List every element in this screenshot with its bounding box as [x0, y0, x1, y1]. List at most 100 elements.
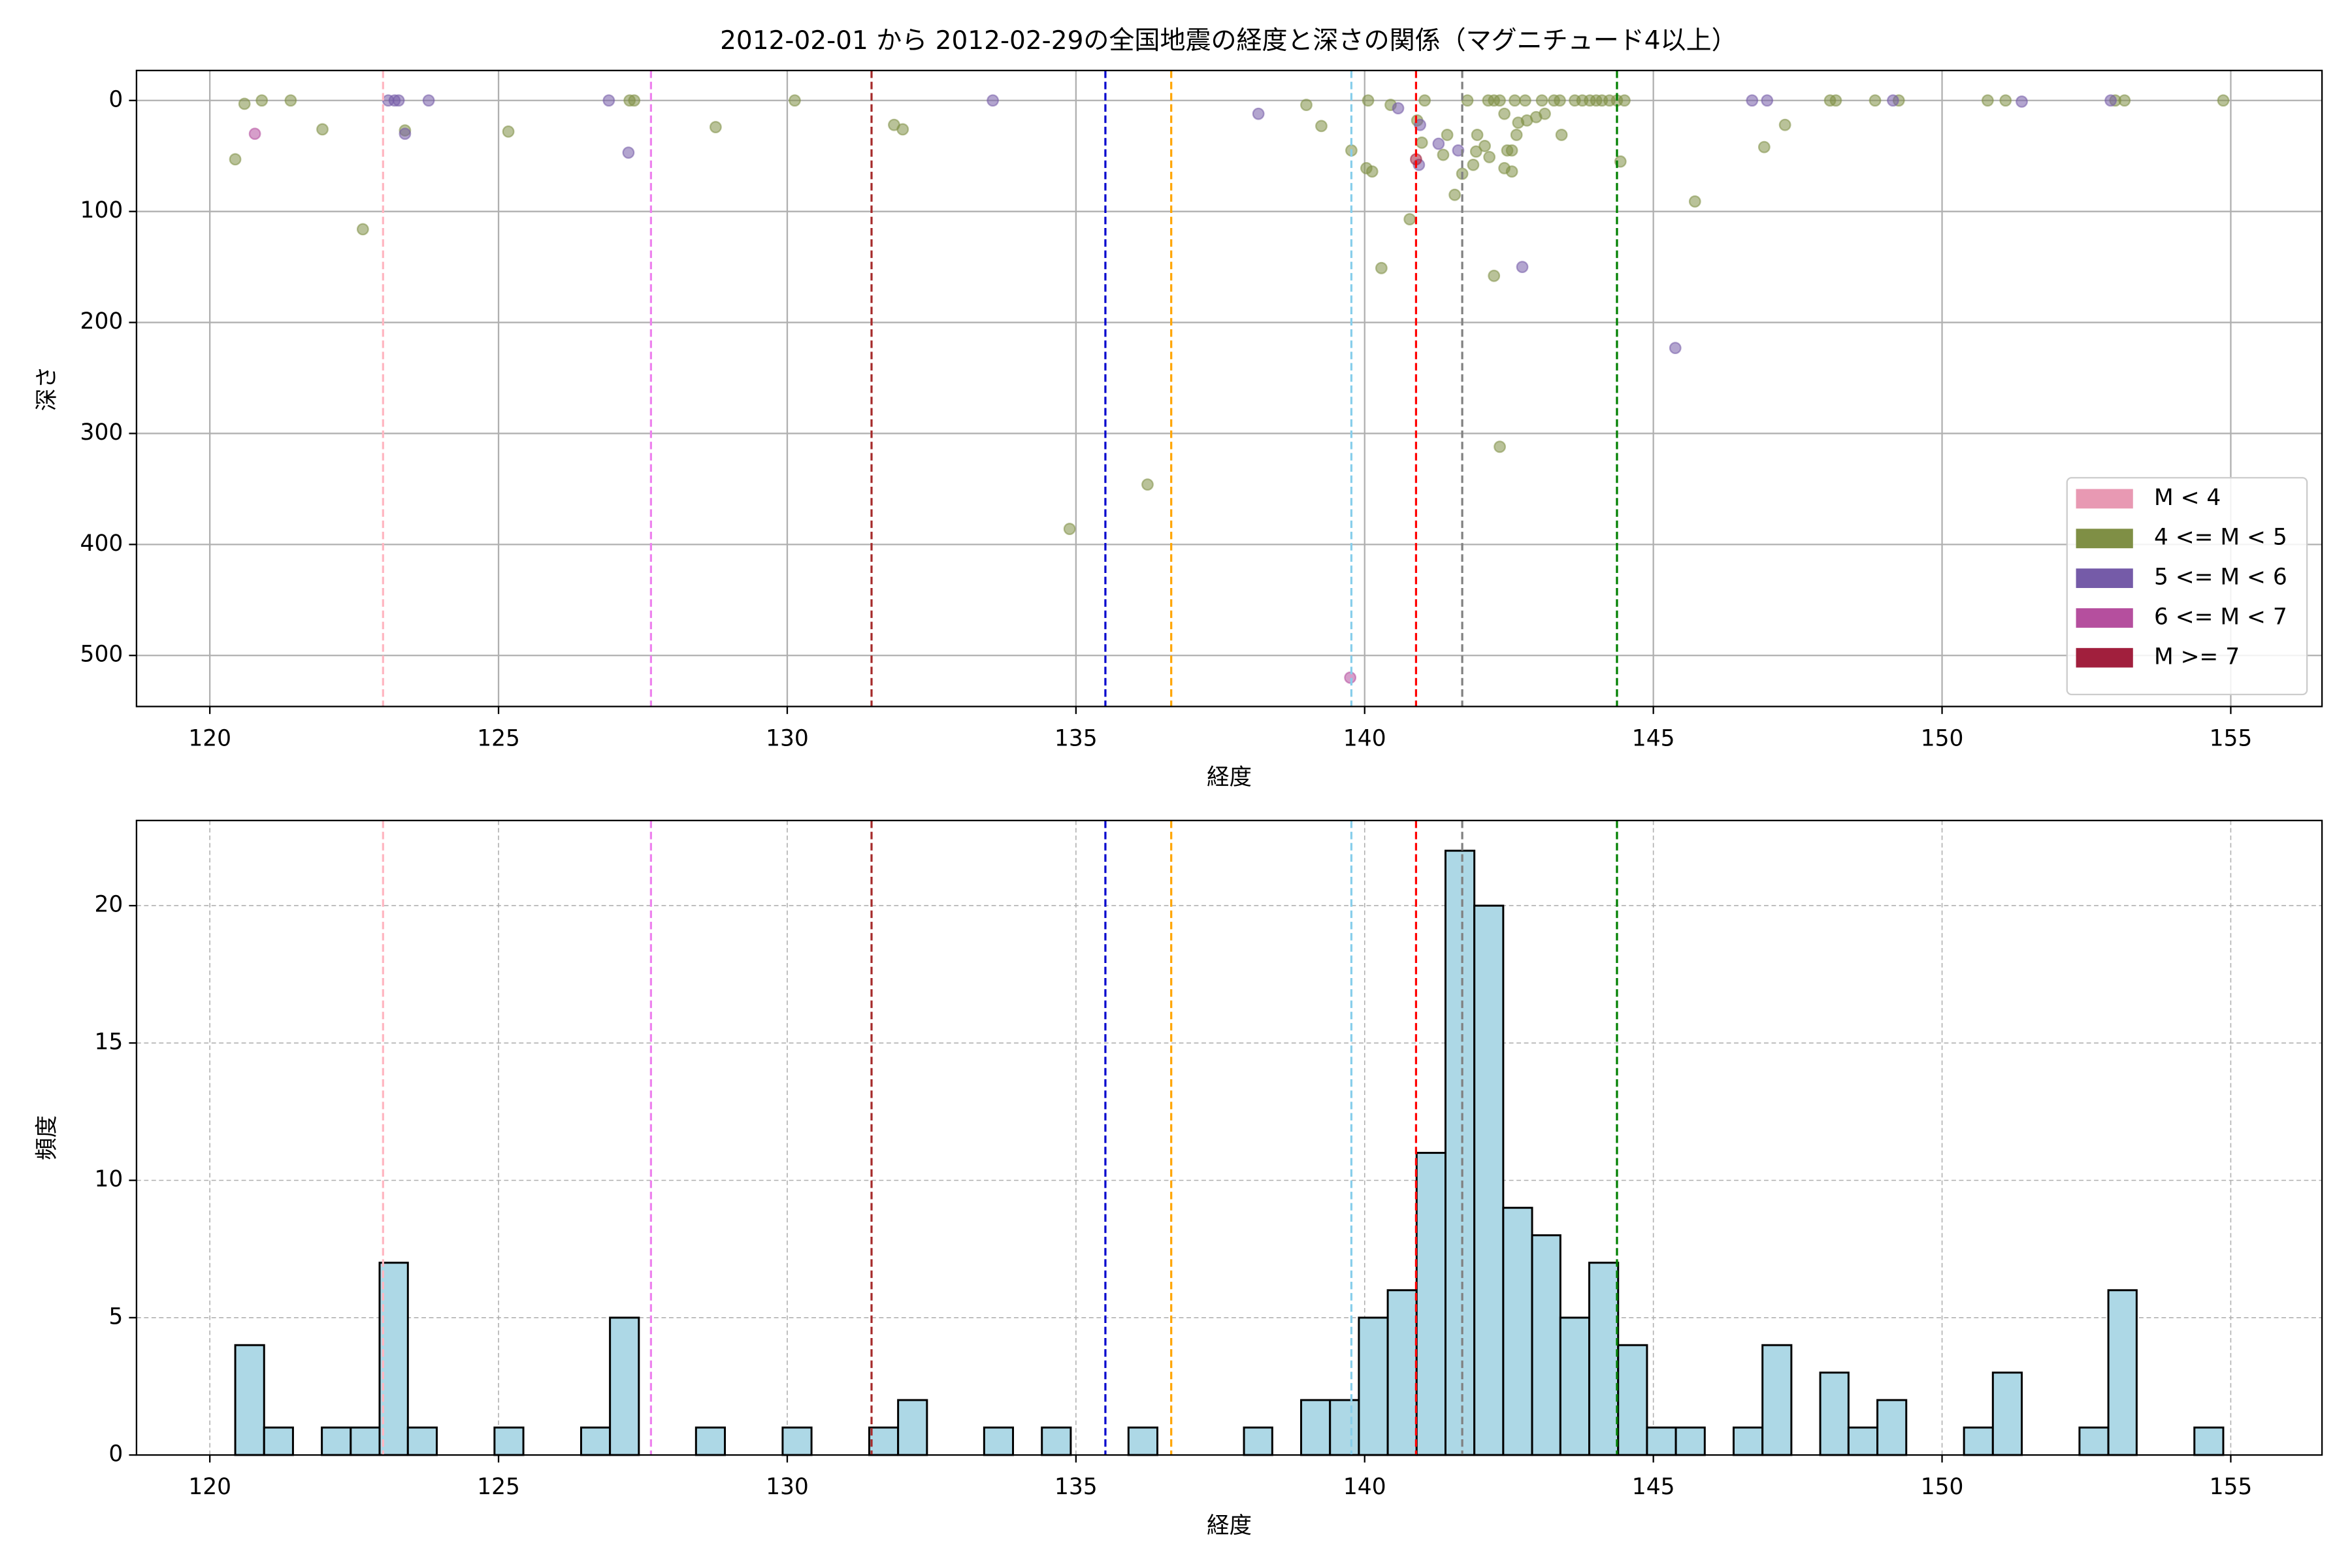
- x-tick-label: 125: [477, 1474, 520, 1500]
- bar: [781, 1426, 813, 1456]
- point: [1981, 94, 1994, 107]
- y-tick-label: 15: [94, 1029, 123, 1055]
- bar: [1041, 1426, 1072, 1456]
- legend-swatch: [2076, 647, 2133, 668]
- bar: [897, 1399, 928, 1456]
- point: [1471, 129, 1484, 141]
- point: [1365, 165, 1379, 178]
- bar: [350, 1426, 381, 1456]
- point: [1418, 94, 1431, 107]
- point: [628, 94, 641, 107]
- bar: [1502, 1207, 1533, 1456]
- x-tick-label: 155: [2210, 1474, 2253, 1500]
- x-tick-label: 140: [1343, 725, 1386, 751]
- y-axis-label: 深さ: [34, 366, 60, 411]
- point: [1403, 213, 1416, 225]
- legend-swatch: [2076, 529, 2133, 549]
- bar: [868, 1426, 900, 1456]
- point: [1448, 188, 1462, 201]
- bar: [378, 1262, 409, 1456]
- point: [1344, 671, 1357, 684]
- point: [1478, 140, 1491, 152]
- bar: [694, 1426, 727, 1456]
- y-tick-label: 5: [108, 1303, 123, 1330]
- point: [1392, 102, 1405, 115]
- point: [1554, 94, 1566, 107]
- point: [1509, 94, 1521, 107]
- bar: [493, 1426, 525, 1456]
- x-axis-label: 経度: [1207, 1513, 1252, 1539]
- bar: [609, 1316, 640, 1456]
- point: [1887, 94, 1899, 107]
- bar: [1415, 1152, 1446, 1456]
- point: [1757, 140, 1771, 154]
- bar: [1300, 1399, 1331, 1456]
- legend-swatch: [2076, 608, 2133, 628]
- point: [1467, 158, 1480, 171]
- x-tick-label: 145: [1632, 1474, 1675, 1500]
- x-tick-label: 125: [477, 725, 520, 751]
- point: [1539, 107, 1551, 120]
- point: [502, 125, 515, 138]
- point: [1516, 261, 1529, 274]
- x-tick-label: 155: [2210, 725, 2253, 751]
- point: [229, 153, 242, 166]
- point: [1483, 151, 1496, 163]
- x-tick-label: 130: [766, 725, 809, 751]
- legend-label: 4 <= M < 5: [2154, 525, 2287, 551]
- bar: [580, 1426, 612, 1456]
- bar: [1358, 1316, 1389, 1456]
- bar: [1761, 1344, 1793, 1456]
- y-tick-label: 100: [80, 197, 123, 223]
- point: [1300, 99, 1313, 111]
- bar: [1531, 1234, 1561, 1456]
- legend-label: M < 4: [2154, 485, 2221, 511]
- bar: [1991, 1371, 2023, 1456]
- x-tick-label: 150: [1921, 1474, 1964, 1500]
- bar: [1646, 1426, 1677, 1456]
- bar: [263, 1426, 294, 1456]
- legend-label: 6 <= M < 7: [2154, 604, 2287, 630]
- y-tick-label: 400: [80, 531, 123, 557]
- point: [1505, 165, 1518, 178]
- point: [1999, 94, 2012, 107]
- point: [1618, 94, 1631, 107]
- point: [1488, 269, 1501, 282]
- point: [1141, 478, 1154, 491]
- point: [255, 94, 269, 107]
- point: [1688, 195, 1701, 208]
- point: [622, 146, 635, 159]
- y-tick-label: 20: [94, 892, 123, 918]
- point: [2118, 94, 2131, 107]
- point: [987, 94, 1000, 107]
- point: [789, 94, 801, 107]
- legend-swatch: [2076, 489, 2133, 509]
- bar: [1876, 1399, 1908, 1456]
- bar: [1386, 1289, 1418, 1456]
- point: [602, 94, 615, 107]
- point: [1669, 342, 1682, 355]
- point: [399, 127, 412, 140]
- bar: [1329, 1399, 1360, 1456]
- point: [2104, 94, 2117, 107]
- point: [1432, 137, 1445, 150]
- chart-title: 2012-02-01 から 2012-02-29の全国地震の経度と深さの関係（マ…: [720, 26, 1737, 56]
- x-tick-label: 135: [1054, 1474, 1098, 1500]
- point: [316, 123, 329, 136]
- point: [1315, 120, 1328, 133]
- bar: [1963, 1426, 1994, 1456]
- point: [1746, 94, 1759, 107]
- bar: [1127, 1426, 1158, 1456]
- bar: [1559, 1316, 1591, 1456]
- point: [1362, 94, 1375, 107]
- bar: [234, 1344, 265, 1456]
- point: [1414, 118, 1427, 131]
- point: [1829, 94, 1842, 107]
- point: [248, 127, 261, 140]
- bar: [1444, 849, 1476, 1456]
- axes-frame: [135, 819, 2323, 1456]
- bar: [1473, 904, 1505, 1456]
- point: [1778, 118, 1791, 131]
- y-tick-label: 0: [108, 1441, 123, 1467]
